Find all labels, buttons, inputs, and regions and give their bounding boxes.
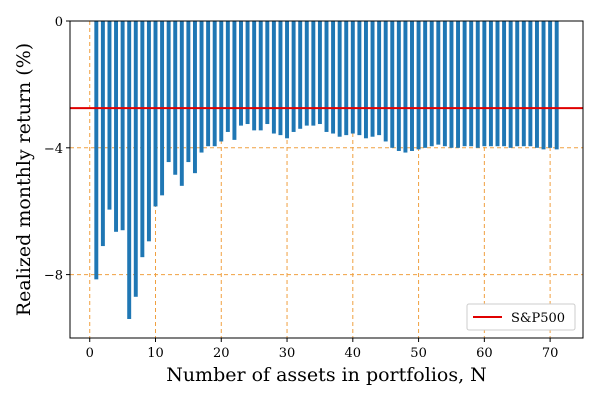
bar: [515, 21, 520, 147]
bar: [502, 21, 507, 147]
bar: [146, 21, 151, 242]
x-tick-label: 0: [86, 346, 94, 361]
bar: [239, 21, 243, 126]
bar: [100, 21, 105, 247]
bar: [192, 21, 197, 174]
bar: [495, 21, 500, 147]
bar: [475, 21, 480, 148]
bar: [449, 21, 454, 148]
bar: [403, 21, 408, 153]
bar: [416, 21, 421, 150]
legend-box: [466, 303, 576, 331]
bar-series: [94, 21, 559, 319]
bar: [363, 21, 368, 139]
x-tick-label: 30: [279, 346, 296, 361]
bar: [383, 21, 388, 142]
bar: [528, 21, 533, 147]
bar: [377, 21, 382, 136]
y-axis-title: Realized monthly return (%): [13, 43, 35, 316]
bar: [245, 21, 250, 125]
bar: [225, 21, 230, 132]
bar: [94, 21, 99, 280]
bar: [271, 21, 276, 134]
bar: [410, 21, 414, 151]
bar: [298, 21, 303, 129]
bar: [173, 21, 178, 175]
x-tick-label: 10: [147, 346, 164, 361]
bar: [258, 21, 263, 131]
x-tick-label: 20: [213, 346, 230, 361]
bar: [107, 21, 112, 210]
plot-frame: [69, 20, 584, 339]
bar: [488, 21, 493, 147]
bar: [350, 21, 355, 134]
bar: [133, 21, 138, 297]
bar: [548, 21, 553, 148]
y-tick-label: −4: [44, 142, 63, 157]
bar: [521, 21, 526, 147]
bar: [252, 21, 257, 131]
bar: [429, 21, 434, 147]
x-tick-label: 60: [476, 346, 493, 361]
bar: [508, 21, 513, 148]
bar: [120, 21, 125, 231]
y-tick-label: 0: [55, 15, 63, 30]
bar: [423, 21, 428, 148]
x-axis-title: Number of assets in portfolios, N: [166, 364, 487, 386]
bar: [456, 21, 461, 148]
bar: [186, 21, 191, 163]
bar: [285, 21, 290, 139]
bar: [219, 21, 224, 142]
bar: [114, 21, 119, 232]
bar: [534, 21, 539, 148]
bar: [482, 21, 487, 147]
x-tick-label: 50: [410, 346, 427, 361]
bar: [311, 21, 316, 126]
legend: S&P500: [466, 303, 576, 331]
bar: [370, 21, 375, 137]
bar: [337, 21, 342, 137]
bar: [278, 21, 283, 136]
bar: [179, 21, 184, 186]
bar: [265, 21, 270, 125]
bar: [127, 21, 132, 319]
bar: [331, 21, 336, 134]
y-tick-label: −8: [44, 269, 63, 284]
bar: [212, 21, 217, 147]
bar: [304, 21, 309, 126]
bar: [469, 21, 474, 147]
legend-label-sp500: S&P500: [511, 311, 565, 326]
x-tick-label: 40: [345, 346, 362, 361]
bar: [357, 21, 362, 136]
bar: [390, 21, 395, 148]
bar: [206, 21, 211, 147]
bar: [199, 21, 204, 153]
axis-ticks: 0 10 20 30 40 50 60 70 0 −4 −8: [44, 15, 559, 361]
bar: [442, 21, 447, 147]
bar: [436, 21, 441, 145]
bar: [153, 21, 158, 207]
bar: [541, 21, 546, 150]
bar: [166, 21, 171, 163]
bar: [232, 21, 237, 140]
x-tick-label: 70: [542, 346, 559, 361]
bar: [140, 21, 145, 258]
bar: [462, 21, 467, 147]
bar: [317, 21, 322, 125]
bar: [554, 21, 559, 150]
bar: [396, 21, 401, 151]
bar: [324, 21, 329, 132]
bar: [291, 21, 296, 132]
bar: [344, 21, 349, 136]
